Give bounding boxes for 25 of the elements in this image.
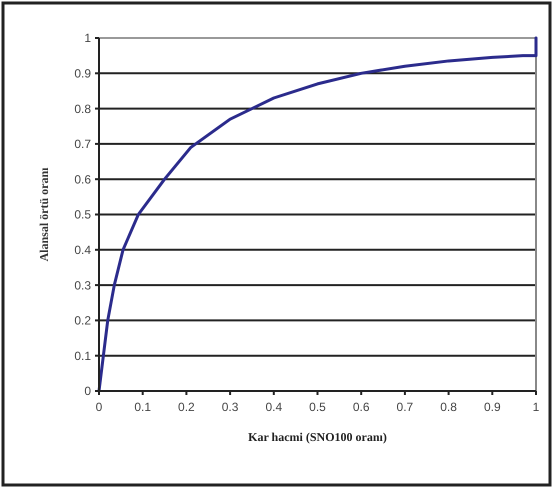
x-tick-label: 0 xyxy=(96,400,103,414)
x-tick-label: 0.9 xyxy=(484,400,501,414)
x-tick-label: 0.6 xyxy=(352,400,370,414)
y-tick-label: 0.7 xyxy=(74,137,92,152)
y-tick-label: 0 xyxy=(84,384,92,398)
y-tick-label: 0.8 xyxy=(74,102,92,116)
y-tick-label: 1 xyxy=(84,31,92,46)
y-tick-label: 0.4 xyxy=(74,243,92,257)
x-tick-label: 1 xyxy=(532,400,540,414)
x-axis-title: Kar hacmi (SNO100 oranı) xyxy=(248,430,387,444)
x-tick-label: 0.5 xyxy=(309,400,326,414)
x-tick-label: 0.7 xyxy=(396,400,414,414)
y-tick-label: 0.5 xyxy=(74,208,92,222)
line-series xyxy=(98,36,538,392)
x-tick-label: 0.8 xyxy=(440,400,458,414)
y-tick-label: 0.9 xyxy=(74,66,92,80)
y-tick-label: 0.1 xyxy=(74,348,92,363)
y-tick-label: 0.3 xyxy=(74,278,92,292)
x-tick-label: 0.4 xyxy=(265,400,282,414)
y-axis-title: Alansal örtü oranı xyxy=(37,166,51,262)
y-tick-label: 0.2 xyxy=(74,314,92,328)
x-tick-label: 0.2 xyxy=(178,400,196,414)
x-tick-label: 0.1 xyxy=(134,400,152,414)
x-tick-label: 0.3 xyxy=(222,400,239,414)
y-tick-label: 0.6 xyxy=(74,172,92,186)
